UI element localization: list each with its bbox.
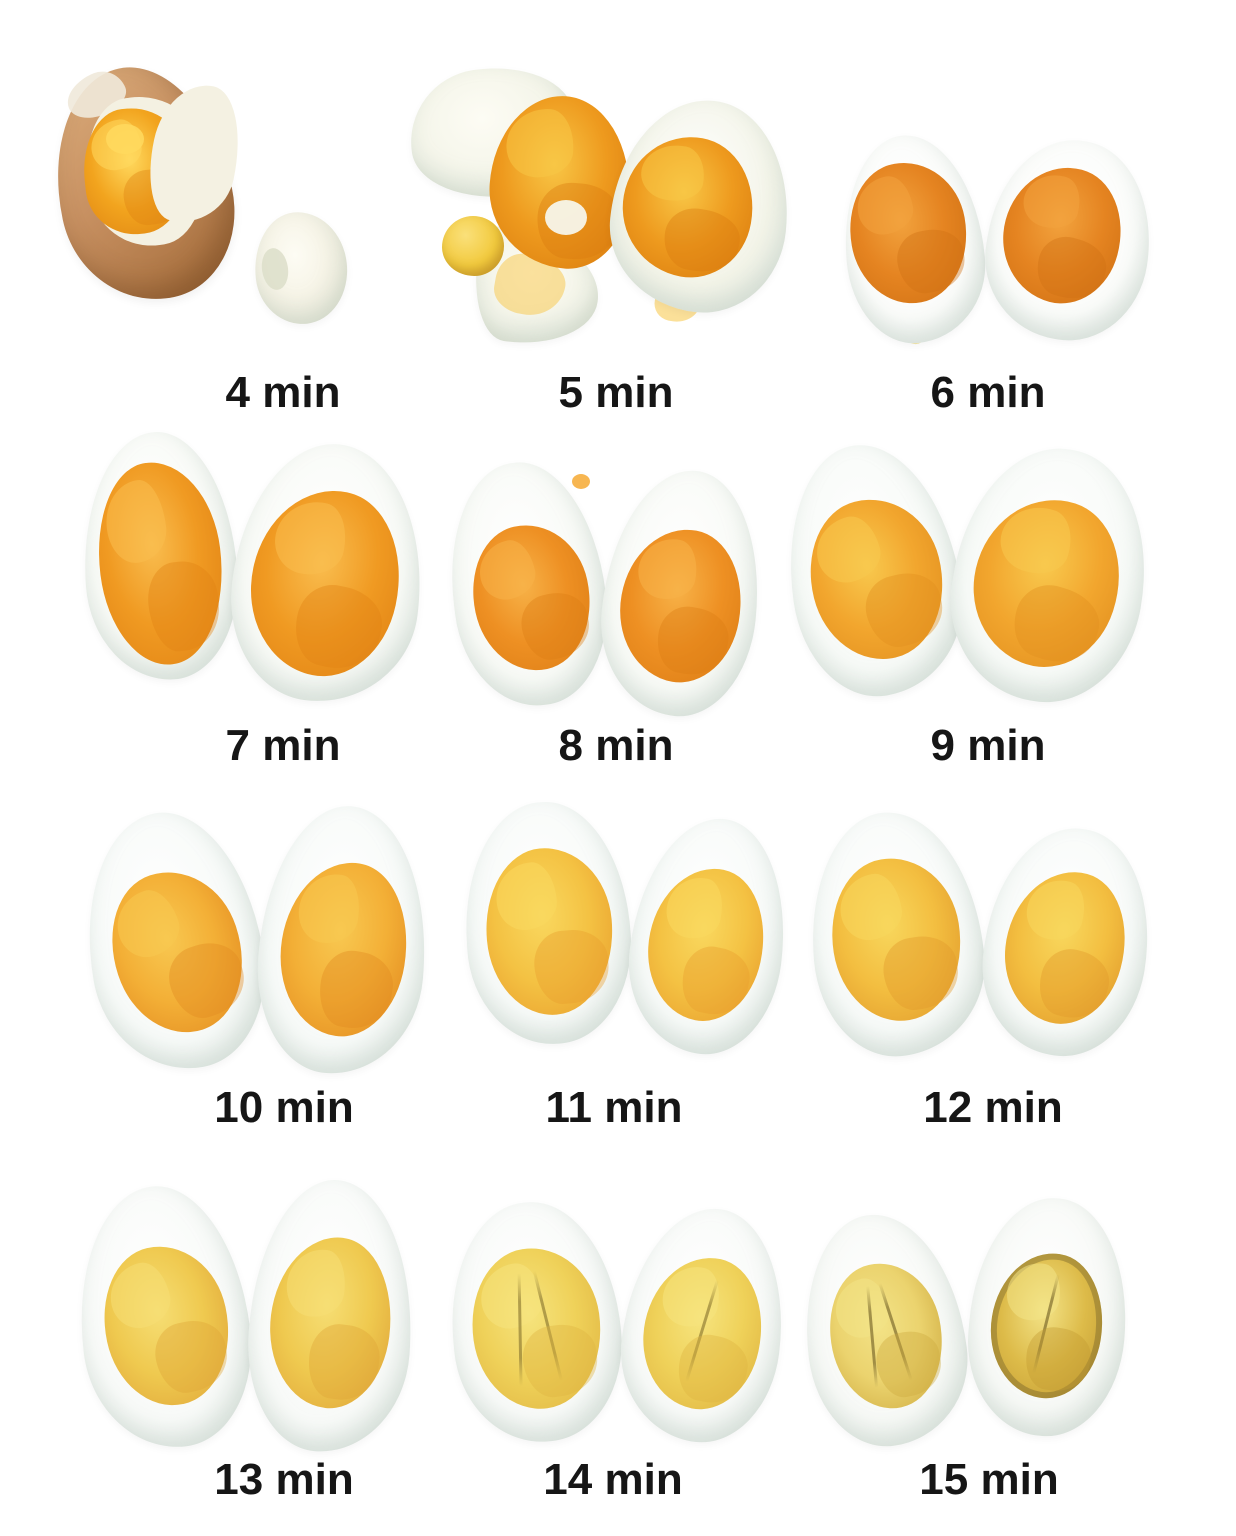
time-label-9-min: 9 min — [930, 721, 1046, 770]
time-label-8-min: 8 min — [558, 721, 674, 770]
yolk-crack — [865, 1286, 878, 1389]
egg-half — [792, 1205, 978, 1455]
time-label-11-min: 11 min — [545, 1083, 683, 1132]
time-label-10-min: 10 min — [214, 1083, 354, 1132]
detail-blob — [572, 474, 590, 489]
egg-yolk — [980, 1244, 1113, 1406]
yolk-crack — [1032, 1273, 1060, 1374]
time-label-12-min: 12 min — [923, 1083, 1063, 1132]
time-label-13-min: 13 min — [214, 1455, 354, 1504]
detail-blob — [106, 124, 144, 154]
time-label-4-min: 4 min — [225, 368, 341, 417]
yolk-crack — [878, 1283, 913, 1382]
egg-half — [959, 1191, 1137, 1443]
time-label-6-min: 6 min — [930, 368, 1046, 417]
time-label-5-min: 5 min — [558, 368, 674, 417]
time-label-7-min: 7 min — [225, 721, 341, 770]
egg-yolk — [816, 1252, 955, 1419]
time-label-14-min: 14 min — [543, 1455, 683, 1504]
detail-blob — [545, 200, 587, 235]
yolk-bead — [442, 216, 504, 276]
time-label-15-min: 15 min — [919, 1455, 1059, 1504]
